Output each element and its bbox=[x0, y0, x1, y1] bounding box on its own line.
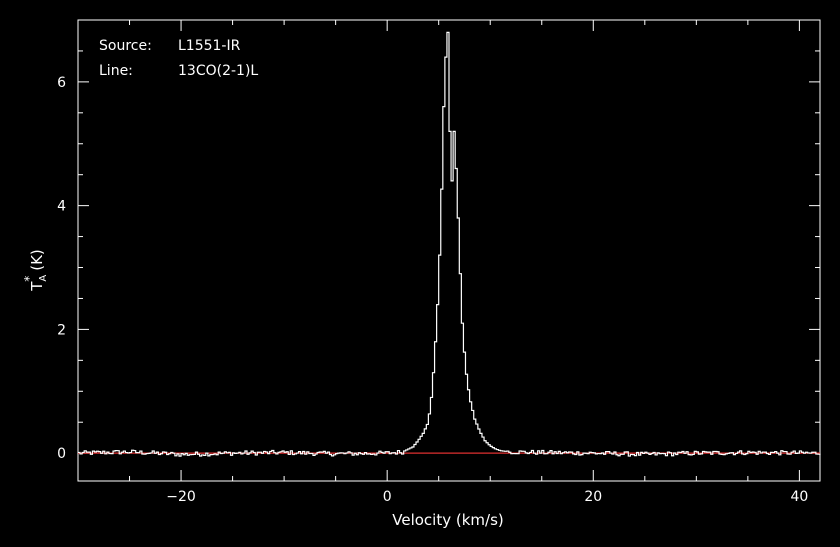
y-axis-label-main: T bbox=[28, 281, 46, 292]
x-tick-label: 0 bbox=[383, 489, 392, 505]
y-axis-label: TA* (K) bbox=[22, 249, 49, 292]
y-tick-label: 0 bbox=[57, 446, 66, 462]
y-axis-label-sub: A bbox=[38, 275, 49, 282]
line-value: 13CO(2-1)L bbox=[178, 63, 258, 79]
svg-text:TA*(K): TA* (K) bbox=[22, 249, 49, 292]
spectrum-series-line bbox=[78, 31, 821, 457]
line-label: Line: bbox=[99, 63, 133, 79]
plot-frame bbox=[77, 19, 821, 482]
x-axis-label: Velocity (km/s) bbox=[392, 511, 503, 529]
y-tick-label: 6 bbox=[57, 75, 66, 91]
y-axis-label-sup: * bbox=[22, 276, 36, 282]
x-tick-label: 20 bbox=[584, 489, 602, 505]
y-tick-label: 4 bbox=[57, 199, 66, 215]
source-label: Source: bbox=[99, 38, 152, 54]
x-tick-label: 40 bbox=[790, 489, 808, 505]
source-value: L1551-IR bbox=[178, 38, 241, 54]
y-axis-label-unit: (K) bbox=[28, 249, 46, 271]
x-tick-label: −20 bbox=[166, 489, 196, 505]
y-tick-label: 2 bbox=[57, 322, 66, 338]
